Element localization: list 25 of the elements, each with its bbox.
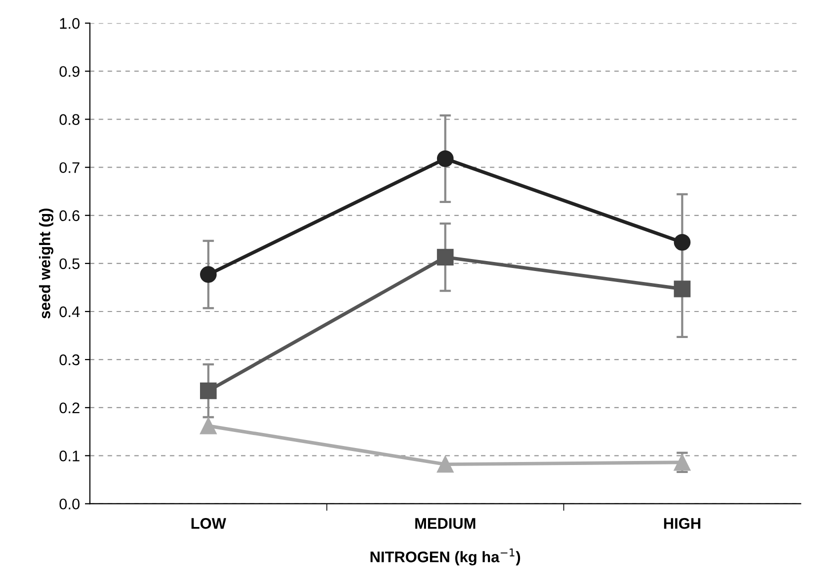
- y-tick-label: 0.3: [60, 354, 80, 366]
- x-axis-title: NITROGEN (kg ha$^{−1}$): [370, 548, 520, 566]
- y-tick-label: 0.9: [60, 66, 80, 77]
- x-tick-label: HIGH: [664, 518, 700, 529]
- point: [436, 248, 454, 266]
- y-axis-title: seed weight (g): [39, 208, 54, 318]
- point: [200, 418, 217, 434]
- point: [200, 266, 217, 283]
- y-tick-label: 0.4: [60, 306, 80, 318]
- point: [436, 456, 454, 473]
- y-tick-label: 0.8: [60, 114, 80, 125]
- point: [674, 454, 691, 471]
- y-tick-label: 1.0: [60, 18, 80, 29]
- point: [200, 382, 217, 400]
- y-tick-label: 0.7: [60, 162, 80, 174]
- y-tick-label: 0.2: [60, 402, 80, 414]
- x-tick-label: MEDIUM: [415, 518, 476, 529]
- y-tick-label: 0.6: [60, 210, 80, 222]
- y-tick-label: 0.0: [60, 498, 80, 510]
- y-tick-label: 0.5: [60, 258, 80, 270]
- point: [674, 280, 691, 298]
- point: [674, 234, 691, 251]
- point: [436, 150, 454, 168]
- x-tick-label: LOW: [192, 518, 226, 529]
- y-tick-label: 0.1: [60, 450, 80, 462]
